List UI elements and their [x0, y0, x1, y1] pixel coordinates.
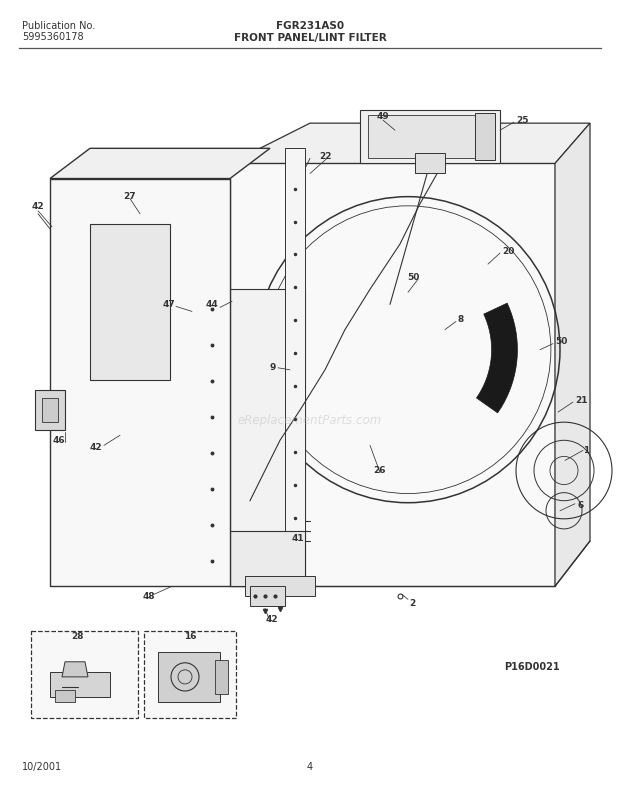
- Text: 42: 42: [89, 443, 102, 452]
- Text: 9: 9: [270, 364, 276, 372]
- Text: P16D0021: P16D0021: [505, 662, 560, 672]
- Text: 4: 4: [307, 761, 313, 772]
- Polygon shape: [555, 123, 590, 586]
- Polygon shape: [245, 576, 315, 596]
- Polygon shape: [285, 148, 305, 586]
- Text: 50: 50: [555, 337, 567, 346]
- Polygon shape: [368, 115, 492, 158]
- Text: 25: 25: [516, 116, 528, 125]
- Text: 26: 26: [374, 466, 386, 475]
- Text: 44: 44: [205, 300, 218, 309]
- Text: 5995360178: 5995360178: [22, 32, 83, 42]
- Polygon shape: [62, 661, 88, 677]
- Text: eReplacementParts.com: eReplacementParts.com: [238, 414, 382, 426]
- Text: 8: 8: [458, 315, 464, 324]
- FancyBboxPatch shape: [144, 630, 236, 718]
- FancyBboxPatch shape: [31, 630, 138, 718]
- Polygon shape: [50, 179, 230, 586]
- Text: 41: 41: [292, 534, 304, 543]
- Polygon shape: [50, 672, 110, 697]
- Text: 28: 28: [72, 632, 84, 641]
- Polygon shape: [230, 164, 555, 586]
- Text: 50: 50: [407, 272, 420, 282]
- Text: 20: 20: [502, 246, 515, 256]
- Polygon shape: [250, 586, 285, 607]
- Polygon shape: [190, 279, 230, 586]
- Polygon shape: [230, 531, 305, 586]
- Text: Publication No.: Publication No.: [22, 21, 95, 31]
- Polygon shape: [415, 153, 445, 174]
- Polygon shape: [50, 148, 270, 179]
- Polygon shape: [477, 303, 518, 413]
- Polygon shape: [55, 690, 75, 702]
- Text: 10/2001: 10/2001: [22, 761, 62, 772]
- Text: 21: 21: [575, 395, 588, 404]
- Text: 2: 2: [409, 599, 415, 608]
- Text: FGR231AS0: FGR231AS0: [276, 21, 344, 31]
- Polygon shape: [35, 390, 65, 430]
- Text: 6: 6: [577, 501, 583, 511]
- Text: 49: 49: [376, 112, 389, 121]
- Text: 16: 16: [184, 632, 197, 641]
- Polygon shape: [90, 224, 170, 380]
- Text: 42: 42: [32, 202, 45, 211]
- Text: 46: 46: [52, 436, 65, 445]
- Text: 1: 1: [583, 446, 589, 455]
- Text: FRONT PANEL/LINT FILTER: FRONT PANEL/LINT FILTER: [234, 33, 386, 43]
- Polygon shape: [230, 123, 590, 164]
- Text: 47: 47: [162, 300, 175, 309]
- Polygon shape: [158, 652, 220, 702]
- Text: 42: 42: [266, 615, 278, 624]
- Polygon shape: [42, 398, 58, 422]
- Polygon shape: [215, 660, 228, 694]
- Text: 27: 27: [123, 192, 136, 201]
- Text: 48: 48: [143, 592, 155, 601]
- Polygon shape: [475, 113, 495, 160]
- Text: 22: 22: [320, 152, 332, 161]
- Polygon shape: [230, 289, 305, 586]
- Polygon shape: [360, 110, 500, 164]
